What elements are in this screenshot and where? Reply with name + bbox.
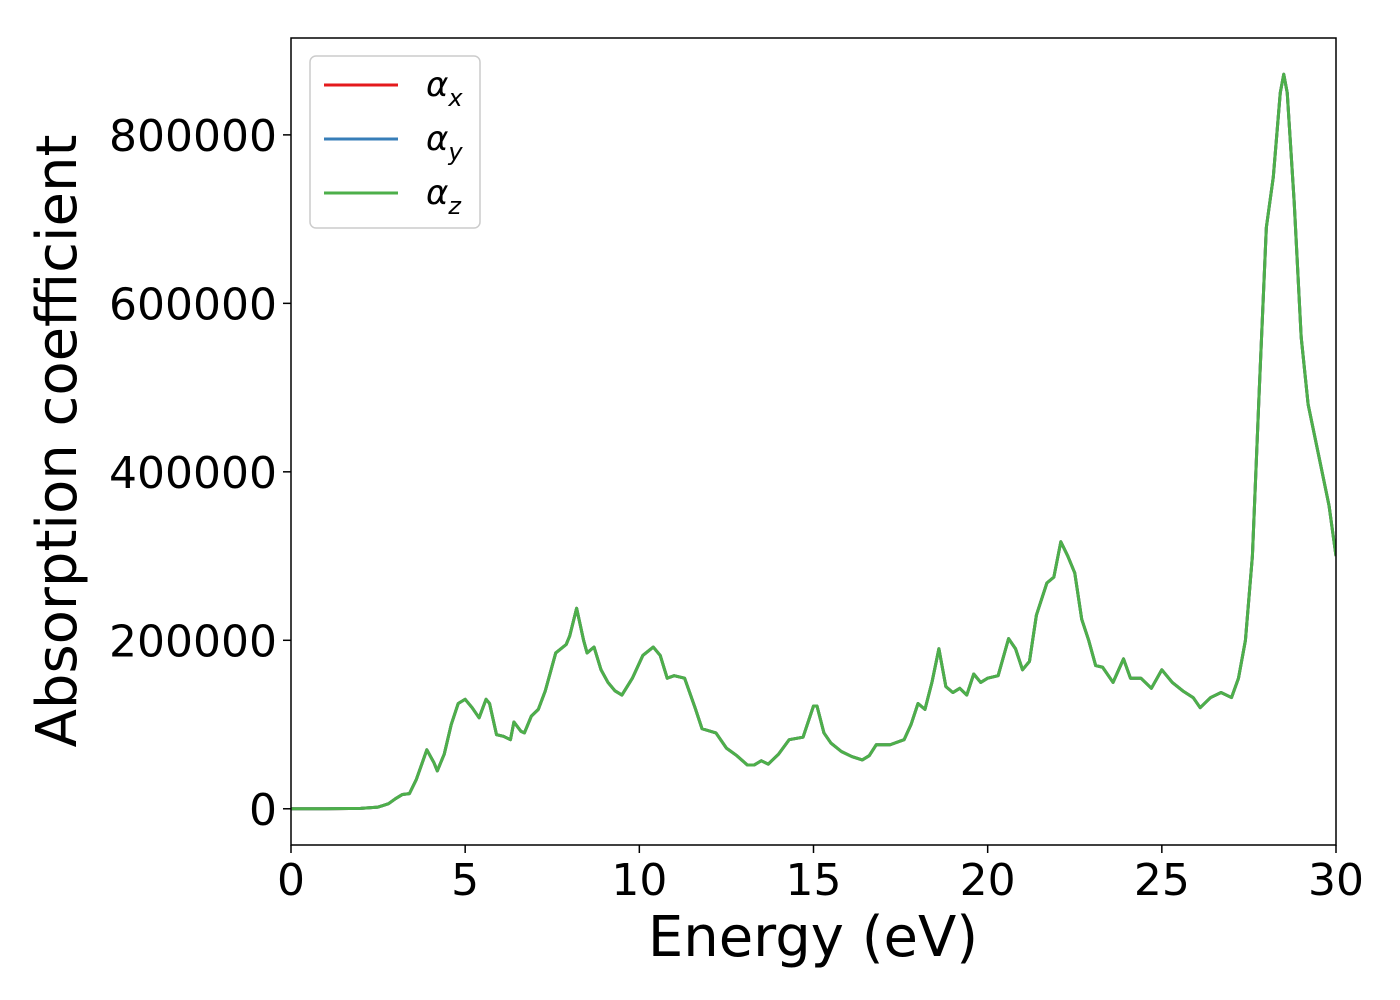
x-tick-label: 25 <box>1134 855 1190 906</box>
legend-label: αx <box>426 65 463 112</box>
x-tick-label: 5 <box>451 855 479 906</box>
legend-label: αy <box>426 119 463 166</box>
series-line <box>291 72 1336 811</box>
y-tick-label: 200000 <box>109 616 277 667</box>
x-tick-label: 30 <box>1308 855 1364 906</box>
x-tick-label: 20 <box>960 855 1016 906</box>
x-tick-label: 10 <box>611 855 667 906</box>
y-tick-label: 800000 <box>109 111 277 162</box>
y-axis-label: Absorption coefficient <box>25 135 90 748</box>
plot-frame <box>290 37 1337 846</box>
x-tick-label: 15 <box>786 855 842 906</box>
legend-box <box>309 55 481 229</box>
y-tick-label: 600000 <box>109 279 277 330</box>
x-tick-label: 0 <box>277 855 305 906</box>
y-tick-label: 0 <box>249 785 277 836</box>
y-tick-label: 400000 <box>109 448 277 499</box>
legend-label: αz <box>426 173 462 220</box>
x-axis-label: Energy (eV) <box>648 905 978 970</box>
